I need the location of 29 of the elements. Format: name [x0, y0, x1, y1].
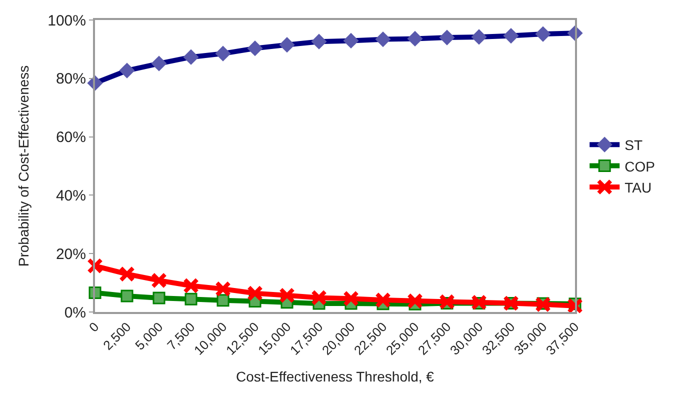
- point: [151, 272, 167, 288]
- legend-label: ST: [624, 137, 643, 154]
- point: [119, 266, 135, 282]
- x-axis-title: Cost-Effectiveness Threshold, €: [236, 368, 434, 385]
- point: [439, 294, 455, 310]
- point: [120, 290, 134, 302]
- point: [183, 278, 199, 294]
- point: [216, 294, 230, 307]
- point: [567, 298, 583, 314]
- point: [215, 280, 231, 297]
- legend-label: TAU: [624, 179, 652, 196]
- x-tick-label: 0: [86, 319, 102, 335]
- y-tick-label: 0%: [64, 304, 86, 322]
- point: [311, 290, 327, 306]
- y-tick-label: 60%: [56, 129, 86, 146]
- point: [279, 287, 295, 304]
- point: [375, 292, 391, 308]
- point: [184, 292, 198, 306]
- point: [247, 285, 263, 302]
- point: [407, 292, 423, 309]
- y-tick-label: 100%: [48, 12, 86, 30]
- point: [87, 258, 103, 274]
- y-tick-label: 80%: [56, 70, 86, 88]
- y-axis-title: Probability of Cost-Effectiveness: [16, 65, 32, 267]
- legend-label: COP: [624, 158, 655, 174]
- point: [152, 292, 166, 304]
- y-tick-label: 40%: [56, 187, 86, 204]
- y-tick-label: 20%: [56, 246, 86, 263]
- point: [343, 290, 359, 307]
